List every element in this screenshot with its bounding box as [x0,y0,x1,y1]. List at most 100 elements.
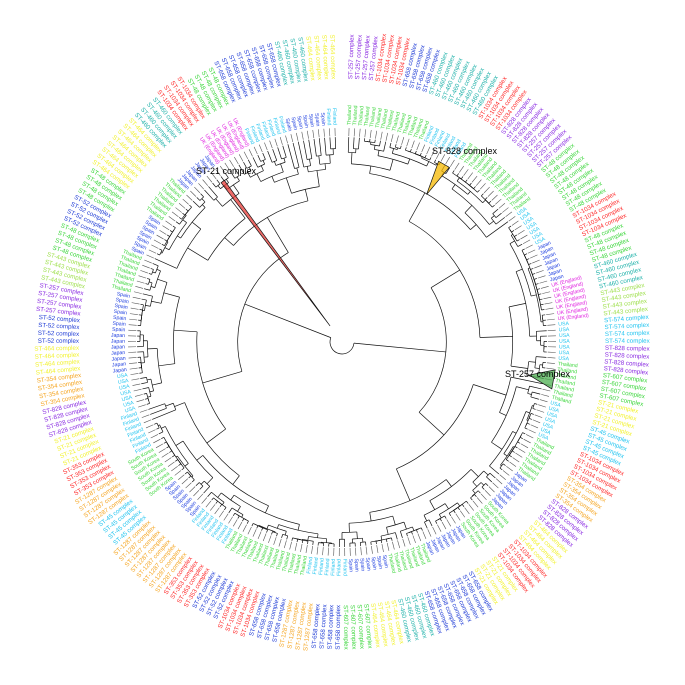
branch-arc [203,480,211,487]
branch-segment [143,288,151,291]
country-label: Finland [120,411,138,422]
complex-label: ST-464 complex [312,35,323,81]
tip-marker [234,156,239,165]
tip-marker [499,474,506,480]
country-label: Thailand [558,361,579,369]
branch-segment [152,263,159,267]
branch-arc [319,162,331,165]
tip-marker [542,291,551,294]
branch-segment [369,165,372,174]
tip-marker [305,545,308,554]
branch-segment [164,247,170,251]
branch-segment [489,472,496,479]
branch-arc [429,469,472,501]
country-label: USA [123,400,135,409]
branch-segment [485,483,489,487]
branch-segment [539,298,543,301]
complex-label: ST-464 complex [34,345,80,353]
country-label: Spain [290,116,299,130]
branch-segment [224,237,234,246]
branch-segment [143,393,147,395]
branch-segment [195,482,200,487]
branch-segment [292,142,300,168]
tip-marker [397,540,401,549]
country-label: Japan [111,339,125,345]
tip-marker [312,129,315,138]
tip-marker [527,249,536,254]
branch-segment [229,170,236,179]
tip-marker [242,524,247,532]
country-label: USA [117,372,129,380]
country-label: Spain [112,327,126,334]
branch-segment [461,504,465,507]
tip-marker [190,190,197,197]
branch-segment [534,403,538,405]
branch-arc [275,161,286,166]
branch-arc [364,140,370,143]
branch-segment [220,176,225,182]
tip-marker [467,172,473,180]
branch-segment [514,234,518,237]
branch-segment [429,157,432,161]
branch-segment [237,515,240,519]
branch-segment [477,490,481,494]
branch-segment [358,137,360,150]
branch-segment [237,506,241,512]
branch-segment [260,165,264,171]
tip-marker [237,521,243,530]
branch-segment [238,164,245,175]
branch-segment [495,217,505,225]
clade-highlight-st828 [426,160,450,195]
complex-label: ST-658 complex [319,603,329,649]
country-label: USA [120,389,132,397]
branch-arc [161,241,169,254]
branch-segment [528,361,536,363]
branch-arc [302,538,314,542]
branch-arc [184,210,189,216]
complex-label: ST-828 complex [603,365,649,377]
clade-highlights [220,160,556,390]
country-label: Thailand [352,105,359,125]
branch-segment [482,199,486,204]
tip-marker [132,383,141,386]
branch-arc [233,200,309,246]
branch-segment [232,513,236,516]
complex-label: ST-828 complex [605,345,651,353]
branch-segment [191,479,195,483]
branch-arc [540,304,542,311]
tip-marker [518,448,526,453]
complex-label: ST-607 complex [362,604,373,650]
tip-marker [547,357,556,359]
country-label: Thailand [551,395,572,406]
branch-segment [267,217,289,253]
branch-segment [224,507,227,511]
tip-marker [136,280,145,284]
branch-segment [460,176,464,180]
branch-segment [177,235,181,239]
branch-segment [182,219,187,223]
branch-segment [472,481,478,487]
branch-segment [492,208,499,214]
branch-segment [175,440,184,446]
branch-segment [481,486,485,490]
branch-segment [536,330,547,332]
tip-marker [440,154,446,162]
branch-segment [163,441,167,444]
branch-segment [251,523,254,527]
branch-segment [517,243,523,247]
tip-marker [285,135,288,144]
tip-marker [228,516,233,524]
tip-marker [194,186,201,194]
branch-segment [225,173,229,179]
branch-segment [228,507,233,514]
branch-segment [147,395,152,398]
branch-segment [385,539,388,543]
tip-marker [243,151,249,159]
tip-marker [381,544,384,552]
tip-marker [134,394,143,397]
tip-marker [189,486,196,493]
tip-marker [543,296,552,300]
branch-arc [416,527,422,531]
tip-marker [323,128,325,137]
branch-segment [282,145,287,158]
